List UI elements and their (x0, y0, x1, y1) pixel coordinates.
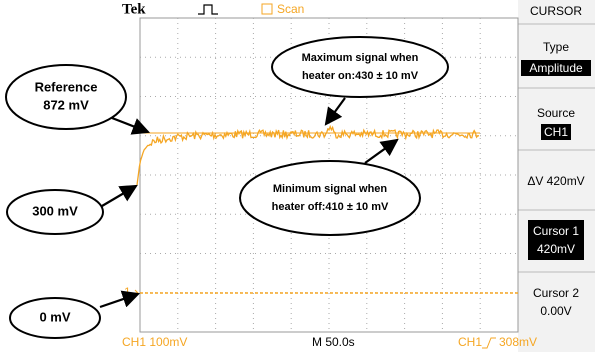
menu-title: CURSOR (530, 4, 582, 18)
brand: Tek (122, 1, 146, 17)
trigger-level: 308mV (499, 335, 537, 349)
run-icon (198, 5, 218, 14)
cursor2-value[interactable]: 0.00V (540, 304, 571, 318)
trigger-slope (482, 338, 496, 348)
delta-v: ΔV 420mV (527, 174, 584, 188)
cursor2-label[interactable]: Cursor 2 (533, 286, 579, 300)
start-label: 300 mV (32, 203, 78, 218)
timebase: M 50.0s (312, 335, 355, 349)
minimum-line-2: heater off:410 ± 10 mV (272, 201, 389, 213)
zero-label: 0 mV (39, 309, 70, 324)
minimum-line-1: Minimum signal when (273, 183, 388, 195)
source-label[interactable]: Source (537, 106, 575, 120)
cursor1-label[interactable]: Cursor 1 (533, 224, 579, 238)
maximum-line-2: heater on:430 ± 10 mV (302, 70, 419, 82)
trigger-channel: CH1 (458, 335, 482, 349)
oscilloscope-screenshot: Tek Scan CURSOR Type Amplitude Source CH… (0, 0, 595, 352)
cursor1-value[interactable]: 420mV (537, 242, 575, 256)
source-value[interactable]: CH1 (544, 125, 568, 139)
maximum-line-1: Maximum signal when (302, 52, 419, 64)
type-value[interactable]: Amplitude (529, 61, 583, 75)
type-label[interactable]: Type (543, 40, 569, 54)
scan-icon (262, 4, 272, 14)
mode: Scan (277, 2, 304, 16)
reference-label: Reference (35, 79, 98, 94)
reference-value: 872 mV (43, 97, 89, 112)
channel-scale: CH1 100mV (122, 335, 187, 349)
